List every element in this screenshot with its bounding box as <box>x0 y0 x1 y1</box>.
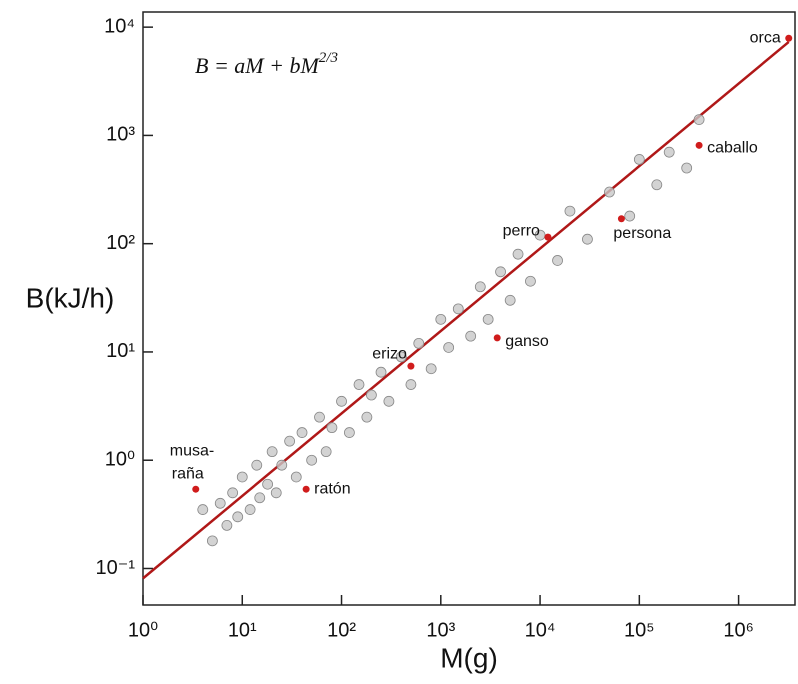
point-label: perro <box>503 222 540 239</box>
scatter-point <box>215 498 225 508</box>
formula: B = aM + bM2/3 <box>195 50 338 78</box>
scatter-point <box>233 512 243 522</box>
scatter-point <box>291 472 301 482</box>
point-label: ratón <box>314 480 350 497</box>
scatter-point <box>426 364 436 374</box>
scatter-point <box>483 314 493 324</box>
scatter-point <box>414 338 424 348</box>
scatter-point <box>354 380 364 390</box>
scatter-point <box>513 249 523 259</box>
scatter-point <box>198 505 208 515</box>
scatter-point <box>255 493 265 503</box>
x-tick-label: 10⁴ <box>525 619 556 641</box>
scatter-point <box>344 428 354 438</box>
scatter-point <box>466 331 476 341</box>
scatter-point <box>222 520 232 530</box>
y-tick-label: 10⁻¹ <box>96 557 136 579</box>
y-tick-label: 10² <box>106 232 135 254</box>
scatter-point <box>406 380 416 390</box>
scatter-point <box>436 314 446 324</box>
labelled-point <box>544 234 551 241</box>
formula-exponent: 2/3 <box>319 50 338 66</box>
scatter-point <box>362 412 372 422</box>
labelled-point <box>618 215 625 222</box>
y-axis-label: B(kJ/h) <box>26 282 115 313</box>
scatter-point <box>366 390 376 400</box>
scatter-point <box>582 234 592 244</box>
scatter-point <box>384 396 394 406</box>
y-tick-label: 10¹ <box>106 340 135 362</box>
scatter-point <box>453 304 463 314</box>
scatter-point <box>321 447 331 457</box>
point-label: caballo <box>707 140 758 157</box>
scatter-point <box>327 423 337 433</box>
chart: B = aM + bM2/3 B(kJ/h) M(g) 10⁰ 10¹ 10² 10³… <box>0 0 798 679</box>
labelled-point <box>407 363 414 370</box>
point-label: ganso <box>505 333 549 350</box>
scatter-point <box>376 367 386 377</box>
scatter-point <box>694 115 704 125</box>
labelled-point <box>696 142 703 149</box>
scatter-point <box>297 428 307 438</box>
labelled-point <box>785 35 792 42</box>
scatter-point <box>444 342 454 352</box>
scatter-point <box>553 255 563 265</box>
scatter-point <box>475 282 485 292</box>
scatter-point <box>604 187 614 197</box>
y-tick-label: 10⁴ <box>104 15 135 37</box>
scatter-point <box>207 536 217 546</box>
scatter-point <box>271 488 281 498</box>
x-tick-label: 10² <box>327 619 356 641</box>
scatter-point <box>245 505 255 515</box>
scatter-point <box>682 163 692 173</box>
x-axis-label: M(g) <box>440 642 498 673</box>
labelled-point <box>303 486 310 493</box>
scatter-point <box>634 154 644 164</box>
point-label: musa- <box>170 442 214 459</box>
x-tick-label: 10³ <box>426 619 455 641</box>
scatter-point <box>315 412 325 422</box>
scatter-point <box>525 276 535 286</box>
labelled-point <box>192 486 199 493</box>
scatter-point <box>565 206 575 216</box>
scatter-point <box>307 455 317 465</box>
x-tick-label: 10⁰ <box>128 619 158 641</box>
scatter-point <box>267 447 277 457</box>
scatter-point <box>237 472 247 482</box>
labelled-point <box>494 334 501 341</box>
scatter-point <box>496 267 506 277</box>
formula-base: B = aM + bM <box>195 53 320 78</box>
point-label: raña <box>172 465 204 482</box>
scatter-point <box>263 479 273 489</box>
scatter-point <box>505 295 515 305</box>
point-label: orca <box>750 29 781 46</box>
scatter-point <box>277 460 287 470</box>
y-tick-label: 10⁰ <box>105 448 135 470</box>
x-tick-label: 10⁵ <box>624 619 655 641</box>
scatter-point <box>252 460 262 470</box>
scatter-point <box>228 488 238 498</box>
y-tick-label: 10³ <box>106 124 135 146</box>
scatter-point <box>337 396 347 406</box>
x-tick-label: 10¹ <box>228 619 257 641</box>
scatter-point <box>285 436 295 446</box>
point-label: persona <box>613 225 671 242</box>
scatter-point <box>652 180 662 190</box>
fit-line <box>143 42 789 578</box>
point-label: erizo <box>372 345 407 362</box>
scatter-point <box>664 147 674 157</box>
scatter-point <box>625 211 635 221</box>
x-tick-label: 10⁶ <box>723 619 753 641</box>
